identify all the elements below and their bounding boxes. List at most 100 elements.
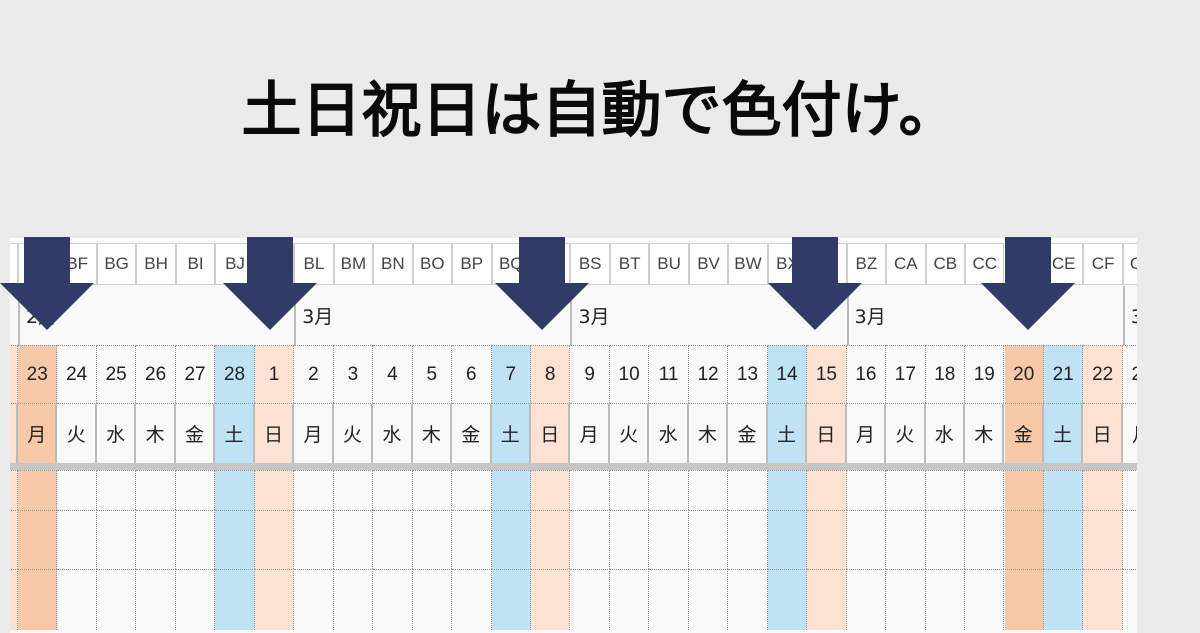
data-cell[interactable] [254,510,295,569]
date-cell[interactable]: 22 [1083,345,1123,403]
data-cell[interactable] [96,510,137,569]
data-cell[interactable] [767,569,808,630]
data-cell[interactable] [18,470,58,510]
data-cell[interactable] [10,510,18,569]
column-header[interactable]: BX [767,243,808,285]
data-cell[interactable] [373,569,413,630]
data-cell[interactable] [1122,569,1137,630]
data-cell[interactable] [175,470,216,510]
column-header[interactable]: BM [333,243,374,285]
data-cell[interactable] [609,569,650,630]
weekday-cell[interactable]: 月 [294,403,334,463]
column-header[interactable]: CF [1083,243,1123,285]
date-cell[interactable]: 23 [18,345,58,403]
data-cell[interactable] [846,569,887,630]
weekday-cell[interactable]: 水 [96,403,137,463]
weekday-cell[interactable]: 金 [175,403,216,463]
data-cell[interactable] [57,510,97,569]
data-cell[interactable] [846,510,887,569]
column-header[interactable]: BR [530,243,571,285]
weekday-cell[interactable]: 火 [609,403,650,463]
weekday-cell[interactable]: 土 [767,403,808,463]
data-cell[interactable] [886,569,926,630]
column-header[interactable]: BD [10,243,18,285]
data-cell[interactable] [688,510,729,569]
column-header[interactable]: BP [452,243,492,285]
data-cell[interactable] [609,470,650,510]
data-cell[interactable] [530,569,571,630]
data-cell[interactable] [530,510,571,569]
data-cell[interactable] [1043,470,1084,510]
weekday-cell[interactable]: 木 [136,403,176,463]
weekday-cell[interactable]: 金 [452,403,492,463]
column-header[interactable]: BK [254,243,295,285]
data-cell[interactable] [491,510,531,569]
data-cell[interactable] [175,510,216,569]
data-cell[interactable] [728,470,768,510]
data-cell[interactable] [570,510,610,569]
data-cell[interactable] [412,470,453,510]
date-cell[interactable]: 5 [412,345,453,403]
data-cell[interactable] [1083,470,1123,510]
data-cell[interactable] [254,470,295,510]
date-cell[interactable]: 15 [807,345,847,403]
date-cell[interactable]: 13 [728,345,768,403]
column-header[interactable]: BT [609,243,650,285]
date-cell[interactable]: 7 [491,345,531,403]
data-cell[interactable] [491,470,531,510]
data-cell[interactable] [1004,470,1044,510]
data-cell[interactable] [136,470,176,510]
data-cell[interactable] [925,470,966,510]
data-cell[interactable] [1004,510,1044,569]
data-cell[interactable] [333,510,374,569]
data-cell[interactable] [1122,470,1137,510]
data-cell[interactable] [846,470,887,510]
weekday-cell[interactable]: 木 [412,403,453,463]
data-cell[interactable] [570,569,610,630]
data-cell[interactable] [215,569,255,630]
data-cell[interactable] [649,470,689,510]
date-cell[interactable]: 23 [1122,345,1137,403]
data-cell[interactable] [1122,510,1137,569]
weekday-cell[interactable]: 月 [18,403,58,463]
week-month-label[interactable]: 3月 [294,286,571,345]
column-header[interactable]: BJ [215,243,255,285]
data-cell[interactable] [10,470,18,510]
date-cell[interactable]: 24 [57,345,97,403]
data-cell[interactable] [925,510,966,569]
data-cell[interactable] [1043,569,1084,630]
week-month-label[interactable]: 2月 [18,286,295,345]
data-cell[interactable] [294,569,334,630]
data-cell[interactable] [688,569,729,630]
date-cell[interactable]: 18 [925,345,966,403]
column-header[interactable]: CA [886,243,926,285]
column-header[interactable]: BE [18,243,58,285]
data-cell[interactable] [215,510,255,569]
data-cell[interactable] [530,470,571,510]
date-cell[interactable]: 9 [570,345,610,403]
data-cell[interactable] [886,470,926,510]
week-month-label[interactable]: 3月 [570,286,847,345]
date-cell[interactable]: 8 [530,345,571,403]
data-cell[interactable] [609,510,650,569]
column-header[interactable]: BQ [491,243,531,285]
date-cell[interactable]: 19 [965,345,1005,403]
weekday-cell[interactable]: 日 [1083,403,1123,463]
data-cell[interactable] [254,569,295,630]
data-cell[interactable] [728,569,768,630]
week-month-label[interactable]: 3月 [846,286,1123,345]
data-cell[interactable] [412,569,453,630]
data-cell[interactable] [57,569,97,630]
data-cell[interactable] [767,510,808,569]
weekday-cell[interactable]: 土 [491,403,531,463]
column-header[interactable]: CB [925,243,966,285]
data-cell[interactable] [452,470,492,510]
data-cell[interactable] [373,510,413,569]
column-header[interactable]: BG [96,243,137,285]
date-cell[interactable]: 27 [175,345,216,403]
data-cell[interactable] [807,470,847,510]
column-header[interactable]: BY [807,243,847,285]
data-cell[interactable] [96,569,137,630]
date-cell[interactable]: 21 [1043,345,1084,403]
data-cell[interactable] [886,510,926,569]
